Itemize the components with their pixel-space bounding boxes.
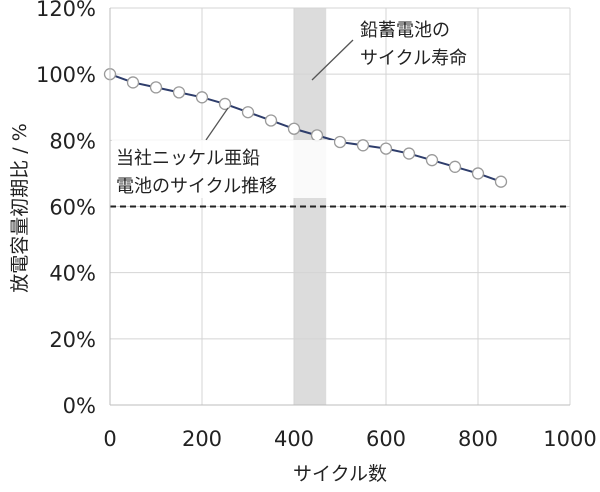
annotation-lead-acid-line: サイクル寿命 [360, 48, 467, 69]
data-point [126, 76, 140, 89]
x-tick-label: 400 [274, 427, 314, 451]
annotation-leader-lead-acid [311, 39, 354, 81]
data-point [356, 139, 370, 152]
annotation-lead-acid-line: 鉛蓄電池の [360, 20, 450, 41]
data-point [149, 81, 163, 94]
data-point [287, 122, 301, 135]
y-tick-label: 80% [49, 129, 96, 153]
data-point [241, 106, 255, 119]
y-tick-label: 20% [49, 328, 96, 352]
x-tick-label: 1000 [543, 427, 596, 451]
annotation-nizn-line: 当社ニッケル亜鉛 [116, 148, 260, 169]
y-tick-label: 40% [49, 262, 96, 286]
y-tick-label: 60% [49, 196, 96, 220]
x-tick-label: 200 [182, 427, 222, 451]
annotation-nizn-background [112, 140, 334, 198]
data-point [379, 142, 393, 155]
data-point [471, 167, 485, 180]
y-tick-label: 120% [36, 0, 96, 21]
data-point [310, 129, 324, 142]
data-point [195, 91, 209, 104]
data-point [218, 97, 232, 111]
y-tick-label: 0% [63, 394, 96, 418]
x-axis-title: サイクル数 [293, 463, 387, 485]
data-point [172, 86, 186, 99]
data-point [333, 135, 347, 149]
data-point [448, 160, 462, 173]
data-point [494, 175, 508, 188]
data-point [425, 154, 439, 167]
x-tick-label: 600 [366, 427, 406, 451]
annotation-leader-nizn [205, 107, 229, 141]
x-tick-label: 0 [103, 427, 116, 451]
y-axis-title: 放電容量初期比 / % [9, 123, 31, 293]
data-point [402, 147, 416, 160]
annotation-nizn-line: 電池のサイクル推移 [116, 176, 277, 197]
data-point [264, 114, 278, 127]
x-tick-label: 800 [458, 427, 498, 451]
y-tick-label: 100% [36, 63, 96, 87]
